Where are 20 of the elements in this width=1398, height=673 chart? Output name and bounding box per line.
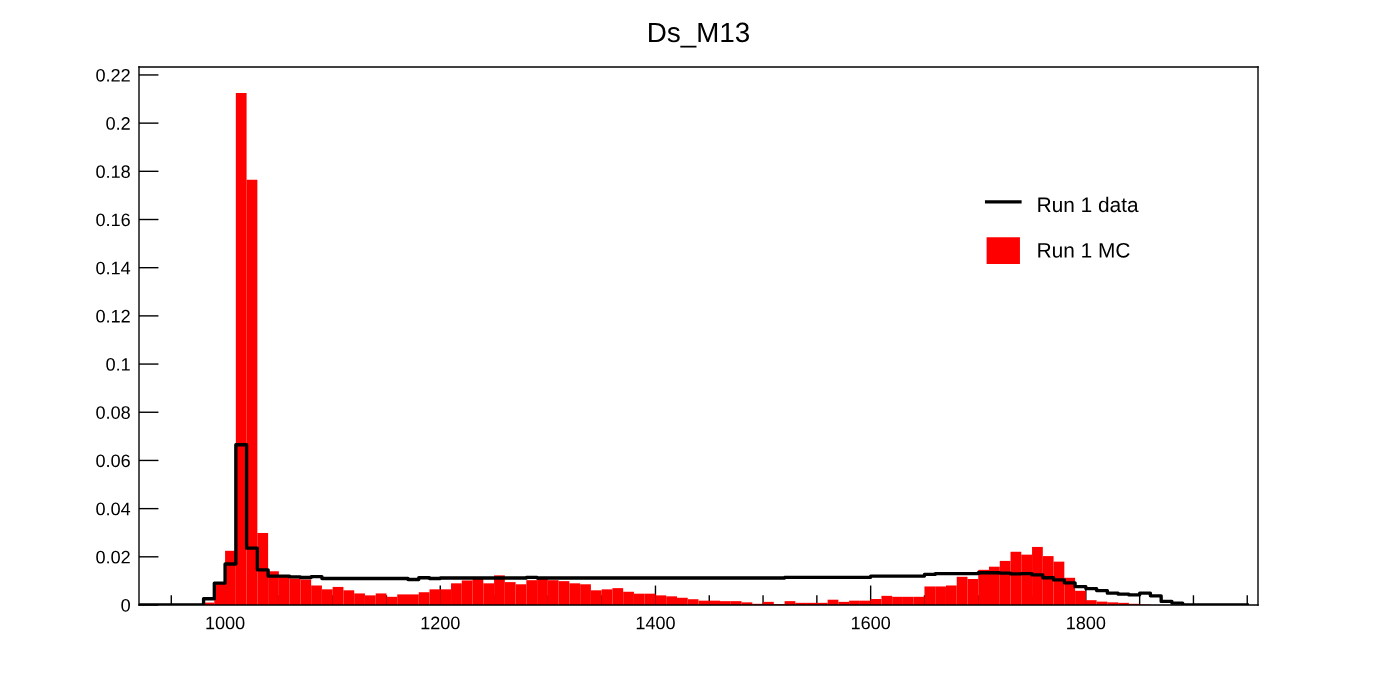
y-tick-label: 0.06 [96,454,130,468]
y-tick-label: 0.04 [96,502,131,516]
legend-label: Run 1 MC [1038,242,1130,258]
y-tick-label: 0.2 [106,117,130,130]
y-tick-label: 0 [121,598,130,612]
y-tick-label: 0.18 [96,165,130,179]
legend-label: Run 1 data [1038,196,1139,213]
x-tick-label: 1600 [851,616,891,630]
chart-title: Ds_M13 [649,22,749,48]
x-tick-label: 1200 [421,616,460,630]
y-tick-label: 0.08 [96,406,130,419]
y-tick-label: 0.16 [96,213,130,227]
y-tick-label: 0.02 [96,550,130,564]
x-tick-label: 1400 [636,616,675,630]
y-tick-label: 0.14 [96,261,131,275]
x-tick-label: 1000 [206,616,245,630]
y-tick-label: 0.22 [96,68,130,82]
y-tick-label: 0.1 [106,358,130,371]
x-tick-label: 1800 [1067,616,1106,630]
y-tick-label: 0.12 [96,309,130,323]
